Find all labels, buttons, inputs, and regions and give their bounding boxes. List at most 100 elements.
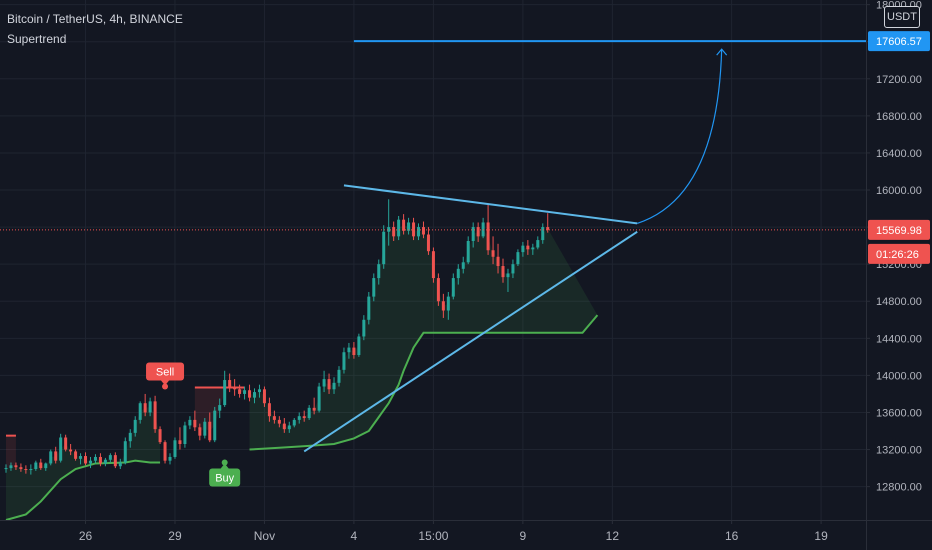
candle-body (253, 392, 256, 398)
candle-body (297, 416, 301, 420)
candle-body (143, 403, 147, 413)
candle-body (511, 264, 515, 274)
x-tick-label: 16 (725, 529, 739, 543)
signal-sell-label: Sell (156, 367, 174, 379)
indicator-label[interactable]: Supertrend (7, 32, 67, 46)
candle-body (168, 456, 172, 461)
y-tick-label: 14000.00 (876, 370, 922, 382)
candle-body (456, 268, 460, 279)
candles (4, 199, 550, 475)
candle-body (426, 234, 430, 252)
candle-body (4, 468, 8, 470)
time-axis[interactable] (0, 520, 932, 550)
signal-dot (221, 459, 228, 466)
candle-body (496, 256, 500, 267)
candle-body (362, 319, 366, 337)
currency-badge[interactable]: USDT (884, 6, 920, 28)
candle-body (203, 421, 207, 436)
candle-body (272, 416, 276, 420)
candle-body (69, 449, 73, 452)
symbol-title[interactable]: Bitcoin / TetherUS, 4h, BINANCE (7, 12, 183, 26)
candle-body (476, 227, 480, 237)
supertrend-up-line (5, 459, 161, 521)
price-label-box (868, 219, 930, 240)
x-tick-label: 26 (79, 529, 93, 543)
candle-body (54, 451, 58, 461)
candle-body (59, 437, 63, 461)
candle-body (327, 379, 331, 390)
candle-body (262, 389, 266, 404)
candle-body (277, 419, 281, 424)
price-label: 17606.57 (876, 36, 922, 48)
x-tick-label: 12 (606, 529, 620, 543)
price-label: 15569.98 (876, 225, 922, 237)
candle-body (312, 407, 316, 411)
supertrend-down-fill (6, 435, 16, 469)
candle-body (546, 227, 550, 230)
candle-body (367, 296, 371, 320)
candle-body (332, 382, 336, 390)
y-tick-label: 16400.00 (876, 148, 922, 160)
candle-body (93, 456, 97, 461)
y-tick-label: 16000.00 (876, 185, 922, 197)
trendline-upper[interactable] (343, 184, 638, 225)
candle-body (39, 462, 43, 469)
x-tick-label: 29 (168, 529, 182, 543)
candle-body (486, 222, 490, 251)
candle-body (267, 403, 271, 417)
drawings (0, 40, 866, 453)
candle-body (218, 405, 222, 411)
candle-body (461, 262, 465, 269)
candle-body (163, 442, 167, 461)
candle-body (178, 440, 182, 444)
candle-body (173, 440, 177, 457)
candle-body (372, 278, 376, 297)
candle-body (138, 403, 142, 420)
candle-body (148, 401, 152, 413)
chart-legend: Bitcoin / TetherUS, 4h, BINANCE Supertre… (7, 9, 183, 49)
candle-body (257, 389, 261, 393)
candle-body (74, 451, 78, 459)
y-tick-label: 16800.00 (876, 111, 922, 123)
y-tick-label: 13200.00 (876, 445, 922, 457)
price-label: 01:26:26 (876, 249, 919, 261)
candle-body (24, 469, 28, 471)
candle-body (491, 250, 495, 257)
price-axis[interactable] (866, 0, 932, 550)
candle-body (317, 386, 321, 411)
candle-body (44, 463, 48, 469)
candle-body (153, 401, 157, 430)
candle-body (516, 252, 520, 265)
candle-body (282, 423, 286, 430)
candle-body (506, 273, 510, 278)
candle-body (402, 219, 406, 231)
candle-body (337, 369, 341, 383)
supertrend-up-fill (6, 406, 161, 520)
candle-body (79, 456, 83, 459)
candle-body (466, 240, 470, 263)
candle-body (238, 389, 242, 394)
candle-body (113, 455, 117, 467)
candle-body (501, 266, 505, 278)
candle-body (228, 380, 232, 387)
signal-dot (162, 383, 169, 390)
supertrend-fill (6, 225, 598, 520)
candle-body (417, 227, 421, 237)
candle-body (302, 416, 306, 419)
trendline-lower[interactable] (303, 230, 638, 453)
signal-buy-label: Buy (215, 473, 234, 485)
candle-body (377, 264, 381, 279)
signal-buy-badge[interactable] (209, 468, 241, 487)
candle-body (287, 425, 291, 430)
signal-sell-badge[interactable] (146, 362, 185, 381)
signals: Sell Buy (146, 362, 241, 487)
candle-body (471, 227, 475, 241)
candle-body (233, 386, 237, 390)
candle-body (208, 421, 212, 441)
projection-arrow[interactable] (637, 49, 723, 224)
candle-body (412, 222, 416, 237)
y-tick-label: 13600.00 (876, 407, 922, 419)
candle-body (49, 451, 53, 464)
